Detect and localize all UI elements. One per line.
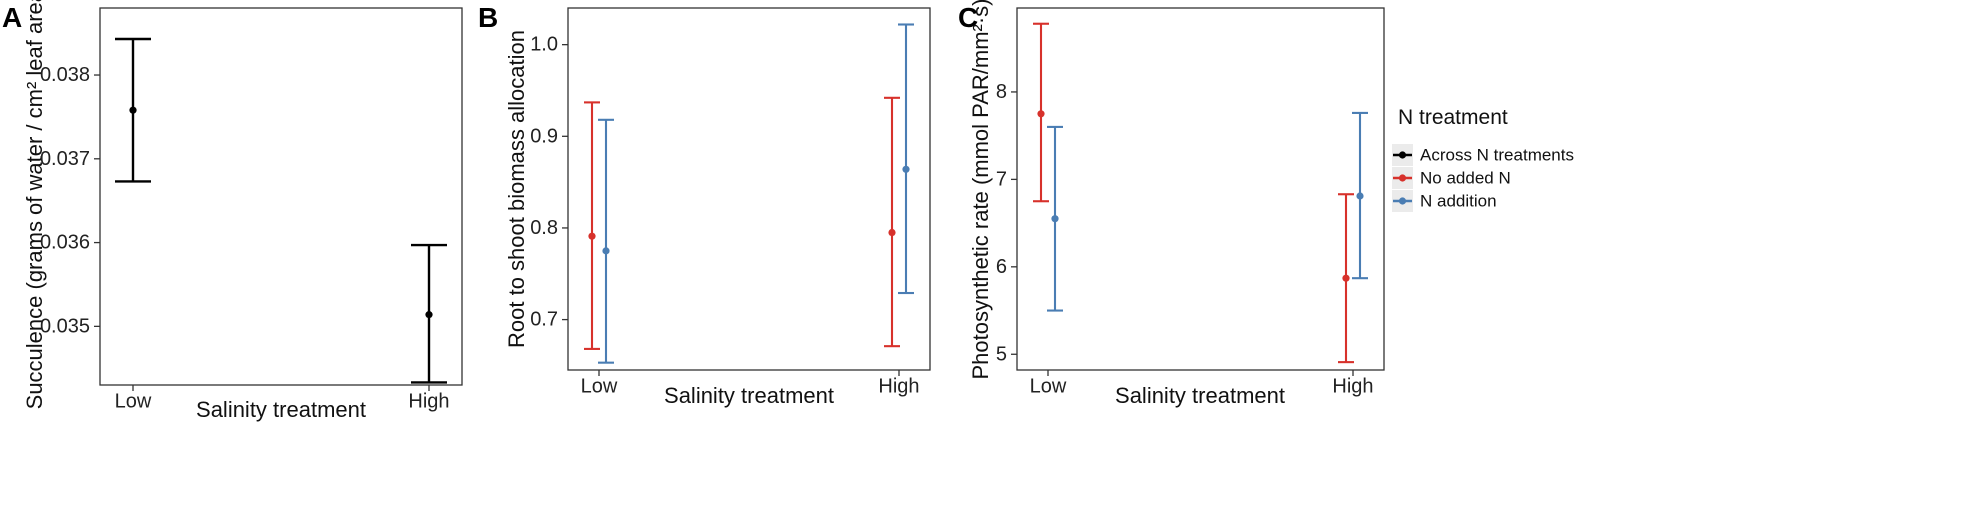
legend-entry-2: N addition <box>1392 190 1497 212</box>
panel-c-ytick-label-2: 7 <box>996 168 1007 190</box>
panel-a-mean-point-0-0 <box>129 106 137 114</box>
panel-b-marks <box>584 23 914 364</box>
panel-c: C Salinity treatment Photosynthetic rate… <box>958 0 1385 408</box>
panel-c-mean-point-0-0 <box>1037 110 1045 118</box>
panel-a-y-axis-title: Succulence (grams of water / cm² leaf ar… <box>22 0 47 409</box>
panel-b-errorbar-1-0 <box>598 118 614 364</box>
legend-entry-1: No added N <box>1392 167 1511 189</box>
panel-b-ytick-label-3: 1.0 <box>530 34 558 56</box>
panel-c-ticks: 5 6 7 8 Low High <box>996 81 1374 398</box>
legend-title: N treatment <box>1398 106 1508 129</box>
panel-b-ticks: 0.7 0.8 0.9 1.0 Low High <box>530 34 919 398</box>
panel-b-errorbar-0-0 <box>584 101 600 350</box>
panel-c-label: C <box>958 2 978 33</box>
panel-a-plot-area <box>99 7 463 386</box>
panel-c-marks <box>1033 22 1368 364</box>
panel-b-ytick-label-1: 0.8 <box>530 217 558 239</box>
panel-c-plot-area <box>1016 7 1385 371</box>
panel-b-xtick-label-0: Low <box>581 376 618 398</box>
panel-b-mean-point-0-0 <box>588 232 596 240</box>
panel-a-ytick-label-2: 0.037 <box>40 148 90 170</box>
legend-entries: Across N treatments No added N N addition <box>1392 144 1574 212</box>
panel-b-mean-point-1-0 <box>602 247 610 255</box>
panel-c-xtick-label-0: Low <box>1030 376 1067 398</box>
panel-c-y-axis-title: Photosynthetic rate (mmol PAR/mm²·s) <box>968 0 993 380</box>
panel-b-x-axis-title: Salinity treatment <box>664 383 834 408</box>
panel-c-mean-point-0-1 <box>1342 274 1350 282</box>
panel-b-ytick-label-2: 0.9 <box>530 125 558 147</box>
legend: N treatment Across N treatments No added … <box>1392 106 1574 212</box>
legend-label-2: N addition <box>1420 192 1497 211</box>
panel-a-xtick-label-1: High <box>408 391 449 413</box>
panel-b-mean-point-0-1 <box>888 228 896 237</box>
panel-b-mean-point-1-1 <box>902 165 910 173</box>
panel-c-mean-point-1-0 <box>1051 215 1059 223</box>
panel-c-mean-point-1-1 <box>1356 192 1364 200</box>
panel-b-xtick-label-1: High <box>878 376 919 398</box>
panel-a-ytick-label-3: 0.038 <box>40 64 90 86</box>
panel-a-errorbar-0-0 <box>115 37 151 183</box>
legend-key-point-2 <box>1398 197 1407 205</box>
panel-c-errorbar-1-1 <box>1352 111 1368 280</box>
panel-a-ticks: 0.035 0.036 0.037 0.038 Low High <box>40 64 450 413</box>
legend-key-point-0 <box>1398 151 1407 159</box>
panel-c-ytick-label-1: 6 <box>996 256 1007 278</box>
panel-c-errorbar-0-0 <box>1033 22 1049 203</box>
panel-c-x-axis-title: Salinity treatment <box>1115 383 1285 408</box>
panel-b-label: B <box>478 2 498 33</box>
panel-a-xtick-label-0: Low <box>115 391 152 413</box>
panel-c-ytick-label-0: 5 <box>996 343 1007 365</box>
panel-a-errorbar-0-1 <box>411 243 447 384</box>
panel-b-plot-area <box>567 7 931 371</box>
panel-b: B Salinity treatment Root to shoot bioma… <box>478 2 931 408</box>
legend-key-point-1 <box>1398 174 1407 182</box>
panel-a-ytick-label-0: 0.035 <box>40 315 90 337</box>
legend-label-0: Across N treatments <box>1420 146 1574 165</box>
panel-a: A Salinity treatment Succulence (grams o… <box>2 0 463 422</box>
panel-b-errorbar-0-1 <box>884 96 900 348</box>
legend-entry-0: Across N treatments <box>1392 144 1574 166</box>
panel-c-errorbar-1-0 <box>1047 125 1063 312</box>
panel-a-label: A <box>2 2 22 33</box>
panel-a-x-axis-title: Salinity treatment <box>196 397 366 422</box>
panel-c-xtick-label-1: High <box>1332 376 1373 398</box>
panel-c-ytick-label-3: 8 <box>996 81 1007 103</box>
legend-label-1: No added N <box>1420 169 1511 188</box>
panel-c-errorbar-0-1 <box>1338 193 1354 364</box>
panel-b-ytick-label-0: 0.7 <box>530 309 558 331</box>
panel-b-errorbar-1-1 <box>898 23 914 295</box>
panel-a-ytick-label-1: 0.036 <box>40 232 90 254</box>
panel-b-y-axis-title: Root to shoot biomass allocation <box>504 30 529 348</box>
panel-a-marks <box>115 37 447 384</box>
panel-a-mean-point-0-1 <box>425 311 433 319</box>
